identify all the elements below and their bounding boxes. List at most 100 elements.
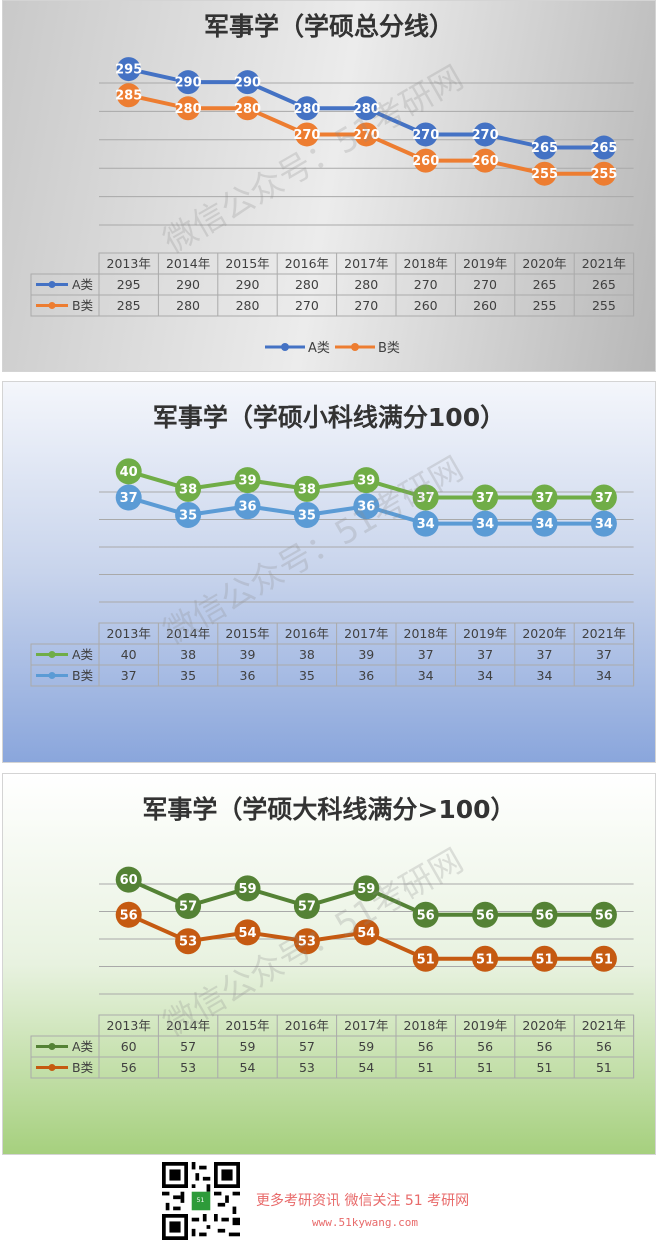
data-label: 53 [298, 935, 316, 950]
data-label: 51 [476, 952, 494, 967]
table-cell: 53 [180, 1060, 196, 1075]
data-label: 38 [298, 482, 316, 497]
tick-label: 2021年 [582, 256, 626, 271]
data-point [175, 928, 202, 955]
line-chart: 295 290 290 280 280 270 270 265 265 285 280 280 270 2… [30, 57, 635, 356]
table-cell: 56 [418, 1039, 434, 1054]
table-cell: 280 [354, 277, 378, 292]
tick-label: 2019年 [463, 1018, 507, 1033]
series-B: 56 53 54 53 54 51 51 51 51 [115, 901, 617, 972]
footer-website-link[interactable]: www.51kywang.com [312, 1216, 418, 1229]
table-cell: 51 [477, 1060, 493, 1075]
qr-logo-text: 51 [196, 1197, 205, 1204]
data-label: 280 [293, 102, 320, 117]
data-label: 270 [412, 128, 439, 143]
footer [0, 1158, 664, 1252]
data-point [293, 501, 320, 528]
qr-code-icon[interactable] [162, 1162, 240, 1240]
table-cell: 265 [533, 277, 557, 292]
tick-label: 2013年 [107, 256, 151, 271]
data-point [531, 945, 558, 972]
tick-label: 2013年 [107, 626, 151, 641]
table-cell: 34 [537, 668, 553, 683]
series-B: 285 280 280 270 270 260 260 255 255 [115, 83, 617, 186]
legend-marker [48, 651, 56, 658]
series-A: 60 57 59 57 59 56 56 56 56 [115, 866, 617, 928]
table-cell: 290 [176, 277, 200, 292]
data-point [293, 928, 320, 955]
data-point [115, 901, 142, 928]
legend-entry: A类 [72, 647, 94, 662]
data-point [116, 57, 141, 82]
data-point [235, 70, 260, 95]
data-label: 265 [590, 141, 617, 156]
data-table: 2013年 2014年 2015年 2016年 2017年 2018年 2019年 2020年… [30, 622, 635, 687]
table-cell: 35 [299, 668, 315, 683]
table-cell: 255 [533, 298, 557, 313]
data-point [413, 122, 438, 147]
table-cell: 38 [299, 647, 315, 662]
data-label: 36 [238, 500, 256, 515]
legend-entry: A类 [308, 341, 330, 356]
data-label: 280 [353, 102, 380, 117]
table-cell: 280 [176, 298, 200, 313]
data-point [176, 70, 201, 95]
data-label: 53 [179, 935, 197, 950]
table-cell: 295 [117, 277, 141, 292]
data-label: 37 [535, 491, 553, 506]
data-label: 290 [234, 76, 261, 91]
data-point [473, 122, 498, 147]
data-point [235, 96, 260, 121]
tick-label: 2020年 [522, 626, 566, 641]
table-cell: 270 [354, 298, 378, 313]
legend-marker [48, 302, 56, 309]
tick-label: 2017年 [344, 256, 388, 271]
chart-panel-total: 军事学（学硕总分线） 295 290 290 280 280 270 270 265 265 28… [2, 0, 656, 372]
table-cell: 56 [477, 1039, 493, 1054]
table-cell: 37 [596, 647, 612, 662]
legend-entry: B类 [72, 298, 94, 313]
table-cell: 51 [537, 1060, 553, 1075]
data-point [175, 501, 202, 528]
data-point [353, 919, 380, 946]
data-label: 35 [298, 508, 316, 523]
data-label: 34 [417, 517, 435, 532]
data-label: 290 [175, 76, 202, 91]
table-cell: 37 [418, 647, 434, 662]
chart-title: 军事学（学硕总分线） [203, 12, 454, 41]
data-label: 37 [417, 491, 435, 506]
tick-label: 2014年 [166, 256, 210, 271]
data-point [353, 875, 380, 902]
chart-panel-small-subject: 军事学（学硕小科线满分100） 40 38 39 38 39 37 37 37 37 37 35 36… [2, 381, 656, 763]
table-cell: 37 [477, 647, 493, 662]
data-point [413, 148, 438, 173]
table-cell: 285 [117, 298, 141, 313]
data-label: 36 [357, 500, 375, 515]
data-point [234, 919, 261, 946]
data-label: 34 [476, 517, 494, 532]
data-point [234, 875, 261, 902]
tick-label: 2014年 [166, 1018, 210, 1033]
data-label: 51 [535, 952, 553, 967]
data-label: 37 [595, 491, 613, 506]
table-cell: 39 [358, 647, 374, 662]
chart-title: 军事学（学硕大科线满分>100） [142, 795, 516, 824]
data-point [294, 122, 319, 147]
tick-label: 2013年 [107, 1018, 151, 1033]
table-cell: 260 [473, 298, 497, 313]
data-label: 270 [353, 128, 380, 143]
data-label: 56 [417, 908, 435, 923]
data-label: 265 [531, 141, 558, 156]
legend: A类 B类 [265, 341, 400, 356]
legend-marker [48, 1064, 56, 1071]
series-A: 40 38 39 38 39 37 37 37 37 [115, 458, 617, 511]
legend-marker [281, 343, 289, 351]
data-point [293, 893, 320, 919]
tick-label: 2018年 [404, 1018, 448, 1033]
table-cell: 37 [537, 647, 553, 662]
data-table: 2013年 2014年 2015年 2016年 2017年 2018年 2019年 2020年… [30, 1014, 635, 1079]
data-point [116, 83, 141, 108]
data-label: 51 [595, 952, 613, 967]
table-cell: 270 [473, 277, 497, 292]
